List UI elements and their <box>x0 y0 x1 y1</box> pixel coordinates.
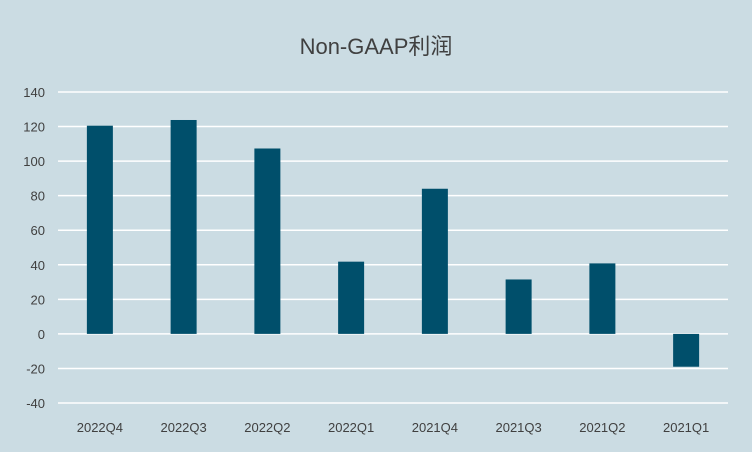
chart-title: Non-GAAP利润 <box>300 34 453 59</box>
y-tick-label: -40 <box>26 396 45 411</box>
y-tick-label: 140 <box>23 85 45 100</box>
x-tick-label: 2022Q2 <box>244 420 290 435</box>
bar-2022q2 <box>254 148 281 334</box>
y-tick-label: 0 <box>38 327 45 342</box>
y-tick-label: -20 <box>26 361 45 376</box>
bar-2021q1 <box>673 333 700 367</box>
y-tick-label: 20 <box>31 292 45 307</box>
x-tick-label: 2021Q2 <box>579 420 625 435</box>
y-tick-label: 100 <box>23 154 45 169</box>
bar-2021q3 <box>505 279 532 334</box>
x-tick-label: 2021Q1 <box>663 420 709 435</box>
y-tick-label: 40 <box>31 258 45 273</box>
x-tick-label: 2021Q4 <box>412 420 458 435</box>
x-axis-ticks: 2022Q4 2022Q3 2022Q2 2022Q1 2021Q4 2021Q3 2021… <box>77 420 710 435</box>
y-tick-label: 60 <box>31 223 45 238</box>
y-tick-label: 80 <box>31 189 45 204</box>
grid-lines <box>58 91 728 404</box>
bars <box>86 119 700 367</box>
bar-2021q2 <box>589 263 616 334</box>
x-tick-label: 2021Q3 <box>495 420 541 435</box>
y-axis-ticks: -40 -20 0 20 40 60 80 100 120 140 <box>23 85 45 411</box>
bar-2022q1 <box>338 261 365 334</box>
bar-2021q4 <box>421 188 448 334</box>
x-tick-label: 2022Q1 <box>328 420 374 435</box>
y-tick-label: 120 <box>23 120 45 135</box>
bar-2022q4 <box>86 125 113 334</box>
x-tick-label: 2022Q3 <box>160 420 206 435</box>
bar-2022q3 <box>170 119 197 334</box>
x-tick-label: 2022Q4 <box>77 420 123 435</box>
